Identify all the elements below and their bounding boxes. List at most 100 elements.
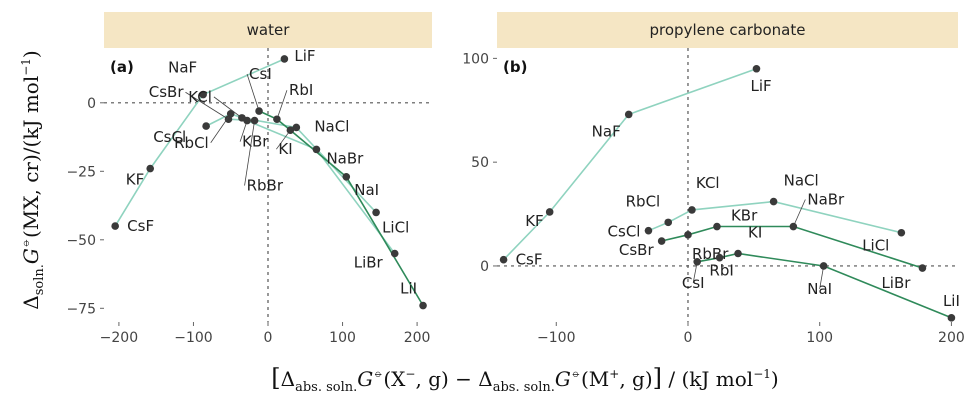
x-tick-label: 100 (329, 330, 356, 346)
data-point-rbbr (684, 231, 692, 239)
data-point-lif (280, 55, 289, 63)
data-point-kcl (688, 206, 696, 214)
data-point-nacl (292, 123, 301, 132)
data-point-cscl (644, 226, 653, 235)
x-tick-label: −100 (537, 330, 575, 346)
leader-line (819, 265, 825, 290)
x-tick-label: −100 (174, 330, 212, 346)
leader-line (185, 91, 229, 120)
x-axis-title: [Δabs. soln.G⦵(X−, g) − Δabs. soln.G⦵(M+… (271, 364, 778, 395)
data-point-libr (390, 249, 399, 258)
data-point-kf (146, 164, 155, 173)
y-tick-label: −25 (66, 164, 96, 180)
point-label-nacl: NaCl (784, 172, 819, 190)
point-label-csf: CsF (127, 217, 154, 235)
point-label-csbr: CsBr (619, 241, 655, 259)
data-point-csi (693, 258, 702, 266)
point-label-lii: LiI (943, 292, 960, 310)
series-line (648, 200, 902, 234)
leader-line (213, 96, 243, 119)
point-label-rbi: RbI (709, 262, 733, 280)
point-label-licl: LiCl (382, 218, 409, 236)
point-label-nacl: NaCl (314, 117, 349, 135)
point-label-rbcl: RbCl (626, 192, 661, 210)
series-line (114, 58, 285, 227)
y-tick-label: 0 (87, 96, 96, 112)
data-point-nai (819, 262, 828, 270)
leader-line (246, 73, 260, 112)
y-tick-label: 100 (462, 51, 489, 67)
point-label-lii: LiI (400, 280, 417, 298)
data-point-nabr (312, 145, 321, 154)
data-point-csbr (657, 237, 666, 245)
point-label-rbcl: RbCl (174, 134, 209, 152)
point-label-nai: NaI (807, 280, 832, 298)
point-label-kf: KF (126, 171, 144, 189)
series-line (503, 68, 757, 261)
y-tick-label: −75 (66, 301, 96, 317)
leader-line (210, 113, 232, 143)
panel-label: (b) (503, 58, 527, 76)
point-label-lif: LiF (294, 47, 315, 65)
leader-line (276, 90, 288, 120)
point-label-licl: LiCl (862, 237, 889, 255)
point-label-nabr: NaBr (326, 149, 364, 167)
point-label-nai: NaI (354, 181, 379, 199)
point-label-kcl: KCl (696, 174, 720, 192)
data-point-kbr (713, 222, 721, 231)
point-label-lif: LiF (750, 77, 771, 95)
data-point-lif (752, 64, 761, 73)
data-point-nai (342, 172, 351, 181)
x-tick-label: 0 (684, 330, 693, 346)
point-label-nabr: NaBr (807, 191, 845, 209)
point-label-rbi: RbI (289, 81, 313, 99)
data-point-lii (419, 301, 427, 310)
point-label-cscl: CsCl (153, 128, 186, 146)
leader-line (244, 120, 255, 186)
point-label-rbbr: RbBr (247, 177, 284, 195)
data-point-licl (372, 208, 380, 217)
point-label-cscl: CsCl (608, 223, 641, 241)
point-label-libr: LiBr (881, 274, 911, 292)
x-tick-label: 200 (938, 330, 965, 346)
panel-a: water −200 −100 0 100 200 0 −25 −50 −75 (a) CsF KF Cs… (66, 12, 432, 346)
point-label-csi: CsI (682, 274, 705, 292)
data-point-cscl (202, 122, 210, 130)
data-point-csf (111, 222, 119, 230)
point-label-csbr: CsBr (149, 83, 185, 101)
data-point-libr (918, 264, 927, 272)
data-point-rbbr (250, 116, 259, 125)
data-point-kbr (243, 116, 251, 125)
leader-line (276, 129, 291, 150)
x-tick-label: 200 (404, 330, 431, 346)
point-label-csi: CsI (249, 65, 272, 83)
x-tick-label: 100 (806, 330, 833, 346)
data-point-licl (897, 228, 906, 237)
y-tick-label: 50 (471, 155, 489, 171)
data-point-nacl (769, 197, 778, 206)
data-point-kf (545, 208, 554, 216)
point-label-naf: NaF (168, 59, 197, 77)
panel-strip-title: propylene carbonate (650, 21, 806, 39)
y-tick-label: 0 (480, 259, 489, 275)
point-label-kcl: KCl (188, 88, 212, 106)
panel-b: propylene carbonate −100 0 100 200 100 50 0 (b) C… (462, 12, 965, 346)
point-label-kbr: KBr (731, 207, 758, 225)
data-point-rbi (273, 115, 281, 124)
panel-strip-title: water (247, 21, 291, 39)
data-point-csi (255, 107, 263, 115)
point-label-libr: LiBr (354, 254, 384, 272)
panel-strip (104, 12, 432, 48)
point-label-ki: KI (748, 224, 762, 242)
data-point-rbi (715, 253, 724, 262)
point-label-ki: KI (278, 140, 292, 158)
data-point-lii (947, 314, 956, 322)
data-point-ki (734, 249, 742, 258)
panel-strip (497, 12, 958, 48)
point-label-kbr: KBr (242, 133, 269, 151)
x-tick-label: 0 (264, 330, 273, 346)
data-point-rbcl (664, 218, 673, 227)
point-label-naf: NaF (592, 122, 621, 140)
data-point-naf (199, 90, 207, 99)
